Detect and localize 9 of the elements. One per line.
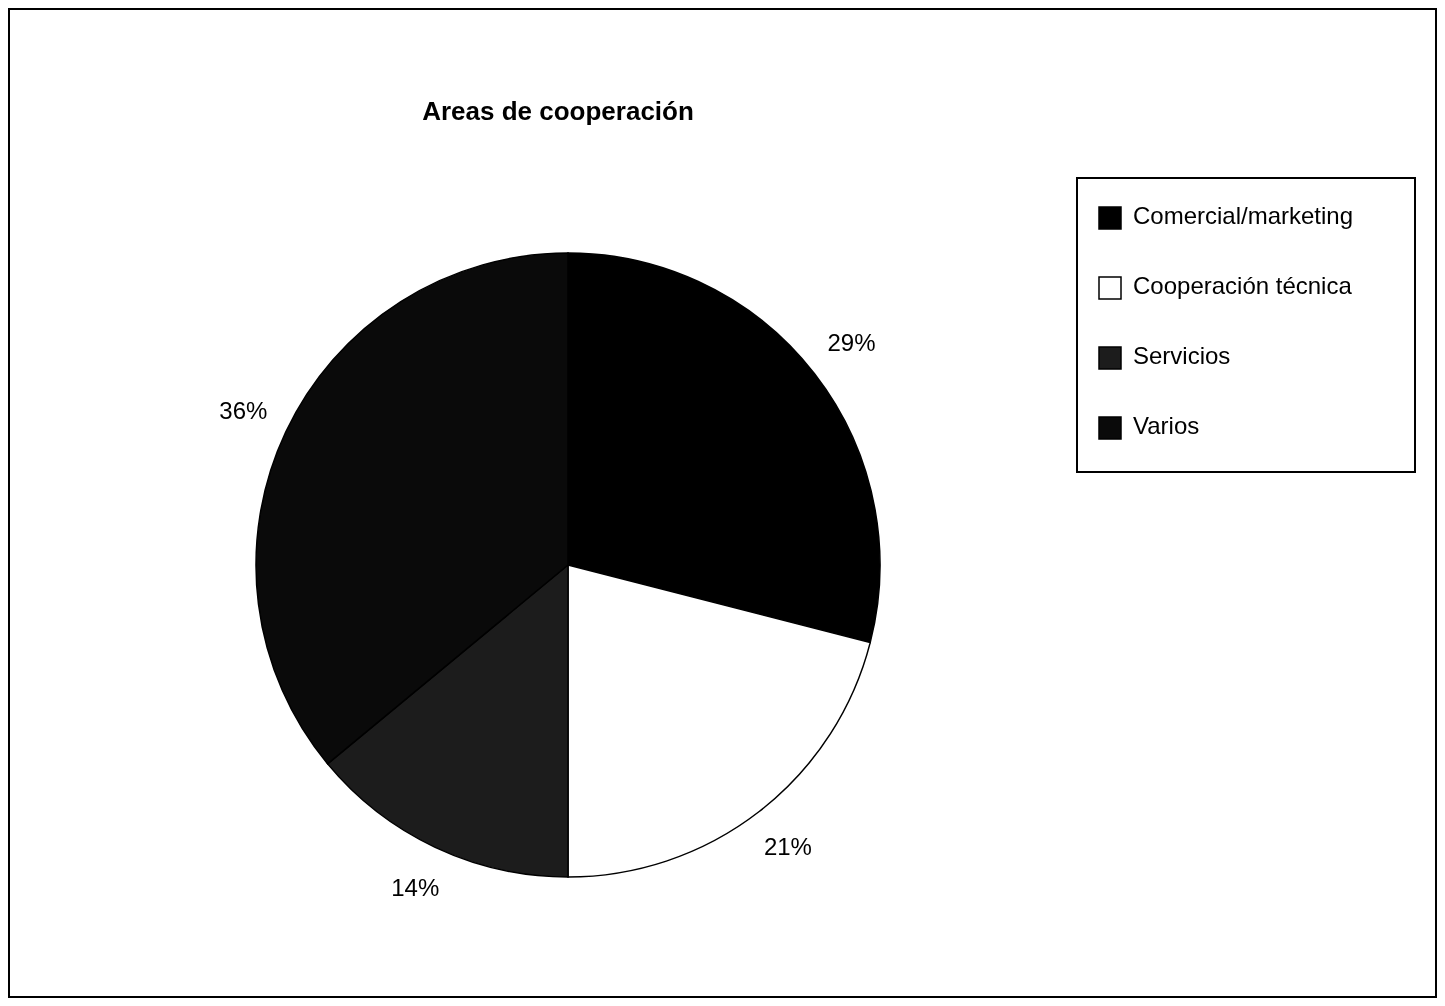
chart-title: Areas de cooperación <box>422 96 694 126</box>
legend-label: Cooperación técnica <box>1133 272 1353 300</box>
legend-label: Comercial/marketing <box>1133 202 1354 230</box>
data-label: 14% <box>391 874 440 901</box>
legend-label: Servicios <box>1133 342 1231 370</box>
data-label: 36% <box>219 396 268 424</box>
data-label: 29% <box>827 329 876 357</box>
data-label: 21% <box>763 832 812 860</box>
legend-label: Varios <box>1133 412 1200 440</box>
